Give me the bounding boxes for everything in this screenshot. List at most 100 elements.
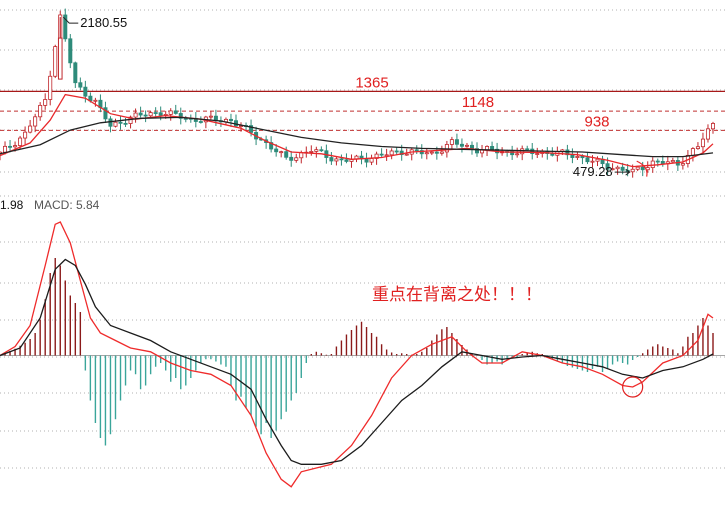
level-label: 1148 — [462, 94, 494, 111]
candle-body — [289, 156, 294, 161]
candle-body — [309, 151, 314, 153]
candle-body — [274, 148, 279, 153]
candle-body — [299, 152, 304, 159]
candle-body — [389, 150, 394, 156]
macd-value-label: MACD: 5.84 — [34, 198, 100, 212]
candle-body — [394, 150, 399, 153]
candle-body — [63, 14, 68, 40]
candle-body — [314, 149, 319, 152]
candle-body — [269, 142, 274, 150]
candle-body — [48, 75, 53, 100]
candle-body — [73, 62, 78, 84]
ma-long-line — [0, 116, 714, 158]
candle-body — [123, 122, 128, 125]
candle-body — [434, 151, 439, 154]
candle-body — [384, 154, 389, 157]
candle-body — [655, 160, 660, 163]
divergence-circle — [622, 376, 644, 398]
level-label: 938 — [584, 113, 609, 130]
candle-body — [249, 125, 254, 133]
candle-body — [429, 151, 434, 154]
candle-body — [13, 145, 18, 148]
candle-body — [153, 112, 158, 114]
candle-body — [695, 146, 700, 149]
candle-body — [284, 151, 289, 158]
candle-body — [680, 163, 685, 166]
candle-body — [399, 150, 404, 156]
candle-body — [605, 163, 610, 170]
candle-body — [595, 158, 600, 162]
candle-body — [580, 156, 585, 159]
candle-body — [173, 110, 178, 114]
candle-body — [705, 128, 710, 140]
candle-body — [294, 157, 299, 161]
candle-body — [329, 157, 334, 162]
candle-body — [113, 121, 118, 127]
candle-body — [469, 144, 474, 149]
candle-body — [510, 151, 515, 156]
candle-body — [18, 137, 23, 146]
candle-body — [585, 157, 590, 163]
candle-body — [28, 125, 33, 133]
candle-body — [57, 37, 63, 80]
candle-body — [610, 168, 615, 171]
low-marker — [614, 168, 631, 176]
candle-body — [490, 146, 495, 150]
candle-body — [464, 144, 469, 147]
candle-body — [133, 112, 138, 118]
annotation-text: 重点在背离之处！！！ — [372, 285, 542, 304]
level-label: 1365 — [355, 74, 388, 91]
candle-body — [138, 112, 143, 116]
candle-body — [459, 143, 464, 147]
candle-body — [449, 139, 454, 145]
candle-body — [334, 158, 339, 162]
candle-body — [208, 115, 213, 118]
candle-body — [198, 121, 203, 123]
low-label: 479.28 — [573, 164, 613, 179]
candle-body — [78, 82, 83, 88]
candle-body — [168, 110, 173, 115]
candle-body — [630, 168, 635, 173]
candle-body — [650, 160, 655, 169]
candle-body — [711, 123, 716, 130]
candle-body — [379, 153, 384, 156]
candle-body — [670, 160, 675, 163]
candle-body — [148, 112, 153, 117]
candle-body — [475, 148, 480, 154]
candle-body — [53, 46, 58, 77]
peak-label: 2180.55 — [80, 15, 127, 30]
candle-body — [93, 99, 98, 102]
candle-body — [419, 150, 424, 155]
candle-body — [575, 156, 580, 158]
candle-body — [570, 154, 575, 158]
candle-body — [635, 166, 640, 170]
candle-body — [424, 152, 429, 155]
candle-body — [68, 38, 73, 64]
candle-body — [118, 121, 123, 124]
candle-body — [43, 99, 48, 106]
candle-body — [404, 153, 409, 156]
candle-body — [339, 158, 344, 161]
candle-body — [535, 153, 540, 155]
candle-body — [158, 112, 163, 116]
candle-body — [83, 86, 88, 97]
candle-body — [640, 166, 645, 171]
ma-short-line — [0, 93, 714, 168]
candle-body — [414, 149, 419, 152]
candle-body — [369, 158, 374, 163]
candle-body — [3, 145, 8, 153]
header-prefix: 1.98 — [0, 198, 24, 212]
candle-body — [690, 148, 695, 156]
candle-body — [108, 118, 113, 127]
macd-panel — [0, 221, 725, 488]
candle-body — [515, 153, 520, 156]
candle-body — [38, 104, 43, 118]
candle-body — [178, 113, 183, 119]
candle-body — [615, 166, 620, 170]
candle-body — [228, 118, 233, 122]
candle-body — [143, 114, 148, 117]
candle-body — [660, 161, 665, 165]
dea-line — [0, 258, 714, 465]
